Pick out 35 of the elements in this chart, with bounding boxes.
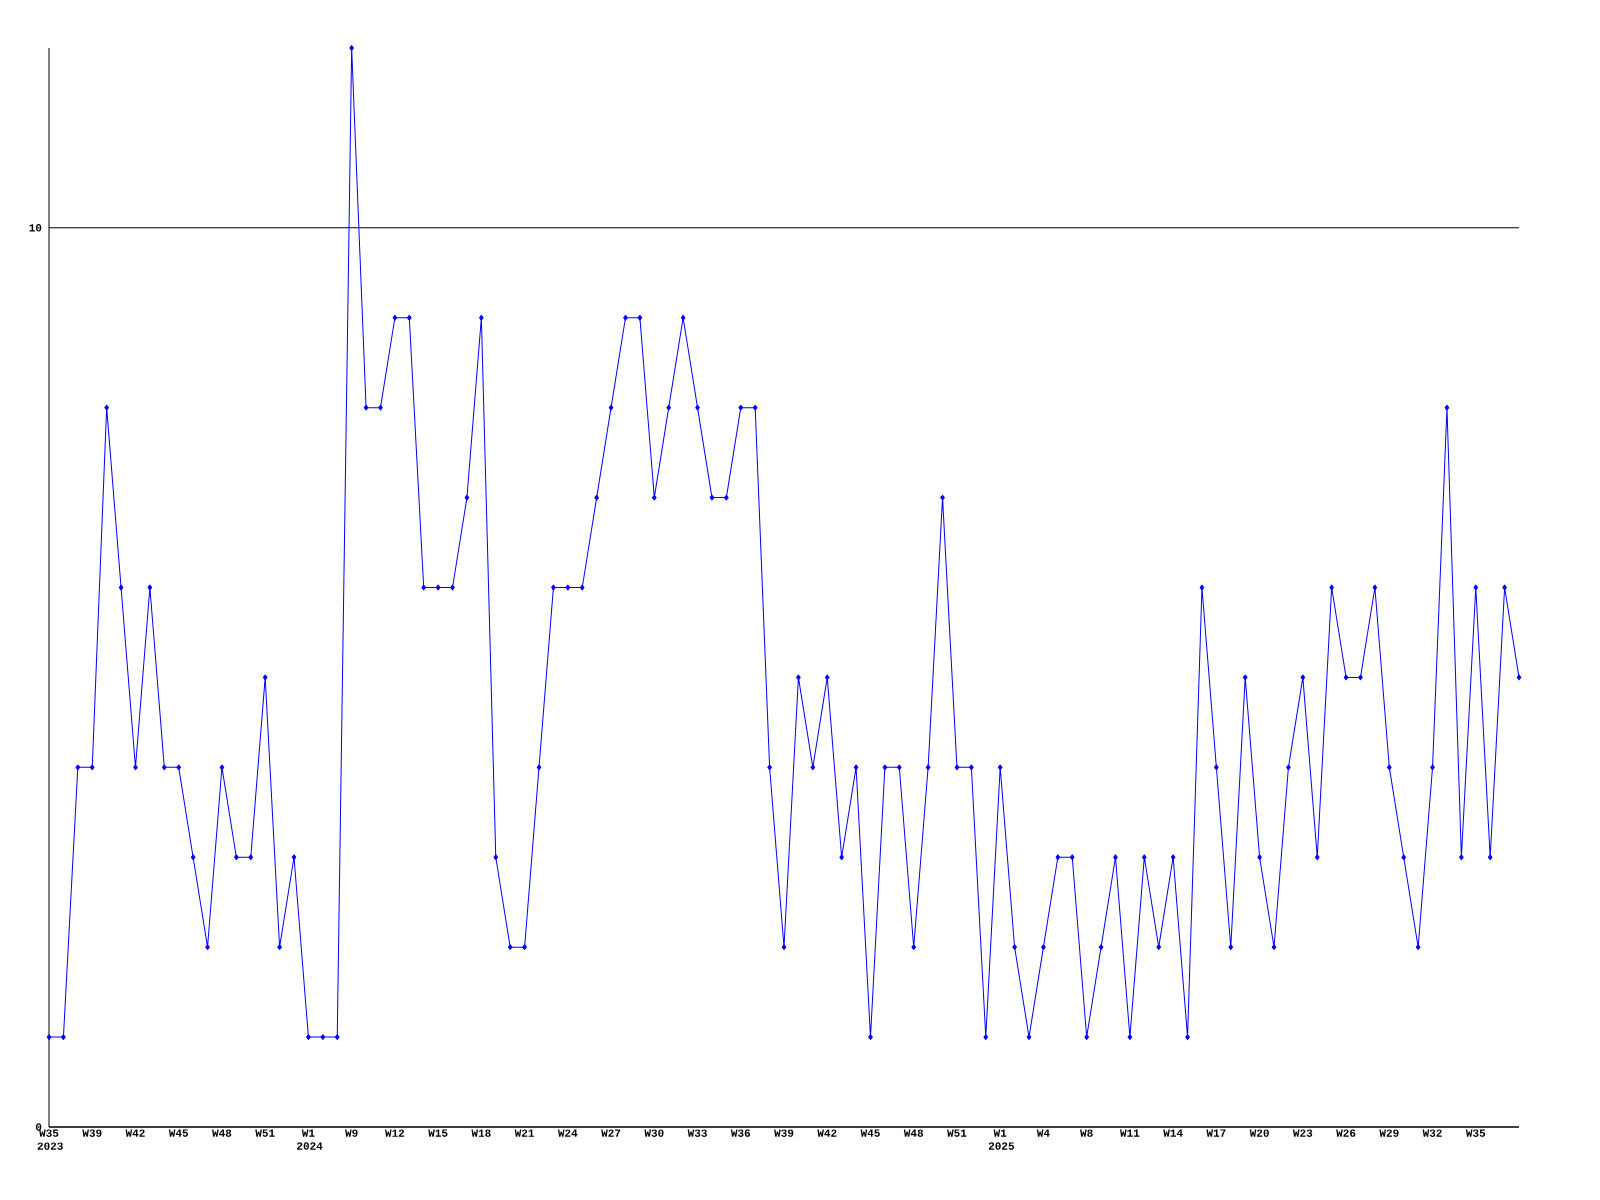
x-tick-label: W45: [168, 1129, 189, 1137]
x-tick-label: W29: [1379, 1129, 1399, 1137]
x-tick-label: W4: [1036, 1129, 1050, 1137]
x-tick-label: W26: [1336, 1129, 1356, 1137]
y-tick-label: 10: [29, 224, 42, 232]
x-tick-label: W15: [428, 1129, 448, 1137]
x-tick-label: W20: [1249, 1129, 1269, 1137]
x-tick-label: W35: [1465, 1129, 1486, 1137]
x-tick-label: W32: [1422, 1129, 1442, 1137]
x-tick-label: W51: [947, 1129, 967, 1137]
x-tick-label: W8: [1080, 1129, 1093, 1137]
x-tick-label: W23: [1292, 1129, 1313, 1137]
x-tick-label: W36: [730, 1129, 751, 1137]
x-tick-label: W33: [687, 1129, 707, 1137]
x-tick-label: W48: [903, 1129, 924, 1137]
x-tick-label: W30: [644, 1129, 664, 1137]
x-tick-label: W42: [817, 1129, 837, 1137]
x-tick-label: W39: [82, 1129, 102, 1137]
x-tick-label: W11: [1120, 1129, 1140, 1137]
x-tick-label: W24: [557, 1129, 578, 1137]
x-tick-label: W1 2024: [297, 1129, 323, 1150]
x-tick-label: W39: [774, 1129, 794, 1137]
x-tick-label: W42: [125, 1129, 145, 1137]
x-tick-label: W9: [345, 1129, 358, 1137]
x-tick-label: W51: [255, 1129, 275, 1137]
y-tick-label: 0: [35, 1123, 42, 1131]
x-tick-label: W17: [1206, 1129, 1226, 1137]
x-tick-label: W45: [860, 1129, 880, 1137]
x-tick-label: W48: [212, 1129, 232, 1137]
x-tick-label: W1 2025: [988, 1129, 1015, 1150]
x-tick-label: W12: [384, 1129, 405, 1137]
x-tick-label: W27: [601, 1129, 621, 1137]
x-tick-label: W18: [471, 1129, 491, 1137]
x-tick-label: W14: [1163, 1129, 1183, 1137]
x-tick-label: W21: [514, 1129, 535, 1137]
